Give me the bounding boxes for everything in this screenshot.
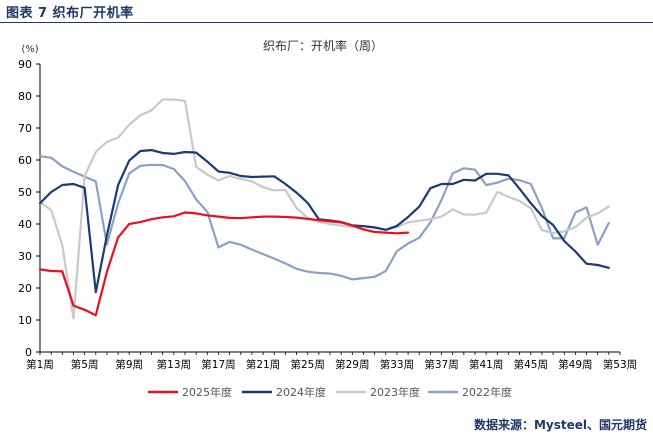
x-tick-label: 第45周 — [514, 358, 548, 371]
legend-label: 2023年度 — [370, 385, 420, 399]
series-line-2022年度 — [38, 155, 610, 281]
data-source: 数据来源：Mysteel、国元期货 — [473, 418, 647, 432]
x-tick-label: 第25周 — [291, 358, 325, 371]
x-tick-label: 第41周 — [469, 358, 503, 371]
x-tick-label: 第33周 — [380, 358, 414, 371]
x-tick-label: 第17周 — [201, 358, 235, 371]
line-chart: 织布厂：开机率（周） (%) 0 10 20 30 40 50 60 70 80 90 第1周 第5周… — [0, 30, 653, 412]
legend-label: 2024年度 — [276, 385, 326, 399]
legend: 2025年度 2024年度 2023年度 2022年度 — [148, 385, 512, 399]
x-tick-label: 第49周 — [558, 358, 592, 371]
legend-label: 2025年度 — [182, 385, 232, 399]
y-tick-label: 60 — [18, 154, 32, 167]
figure-title: 图表 7 织布厂开机率 — [6, 6, 134, 21]
x-tick-label: 第5周 — [71, 358, 99, 371]
x-tick-label: 第9周 — [115, 358, 143, 371]
series-line-2023年度 — [38, 98, 610, 320]
y-axis-unit-label: (%) — [21, 44, 38, 55]
chart-canvas: 织布厂：开机率（周） (%) 0 10 20 30 40 50 60 70 80 90 第1周 第5周… — [18, 38, 637, 399]
series-layer — [38, 98, 610, 320]
x-tick-label: 第29周 — [335, 358, 369, 371]
axes: 0 10 20 30 40 50 60 70 80 90 第1周 第5周 第9周 第13周 第17周 第21周… — [18, 58, 637, 371]
legend-label: 2022年度 — [462, 385, 512, 399]
y-tick-label: 70 — [18, 122, 32, 135]
x-tick-label: 第21周 — [246, 358, 280, 371]
y-tick-label: 0 — [25, 346, 32, 359]
chart-title: 织布厂：开机率（周） — [263, 38, 383, 53]
x-tick-label: 第13周 — [157, 358, 191, 371]
x-tick-label: 第37周 — [424, 358, 458, 371]
y-tick-label: 30 — [18, 250, 32, 263]
series-line-2025年度 — [38, 211, 410, 317]
y-tick-label: 80 — [18, 90, 32, 103]
title-divider — [0, 22, 653, 23]
y-tick-label: 50 — [18, 186, 32, 199]
y-tick-label: 20 — [18, 282, 32, 295]
x-tick-label: 第1周 — [26, 358, 54, 371]
x-tick-label: 第53周 — [603, 358, 637, 371]
y-tick-label: 10 — [18, 314, 32, 327]
y-tick-label: 40 — [18, 218, 32, 231]
y-tick-label: 90 — [18, 58, 32, 71]
